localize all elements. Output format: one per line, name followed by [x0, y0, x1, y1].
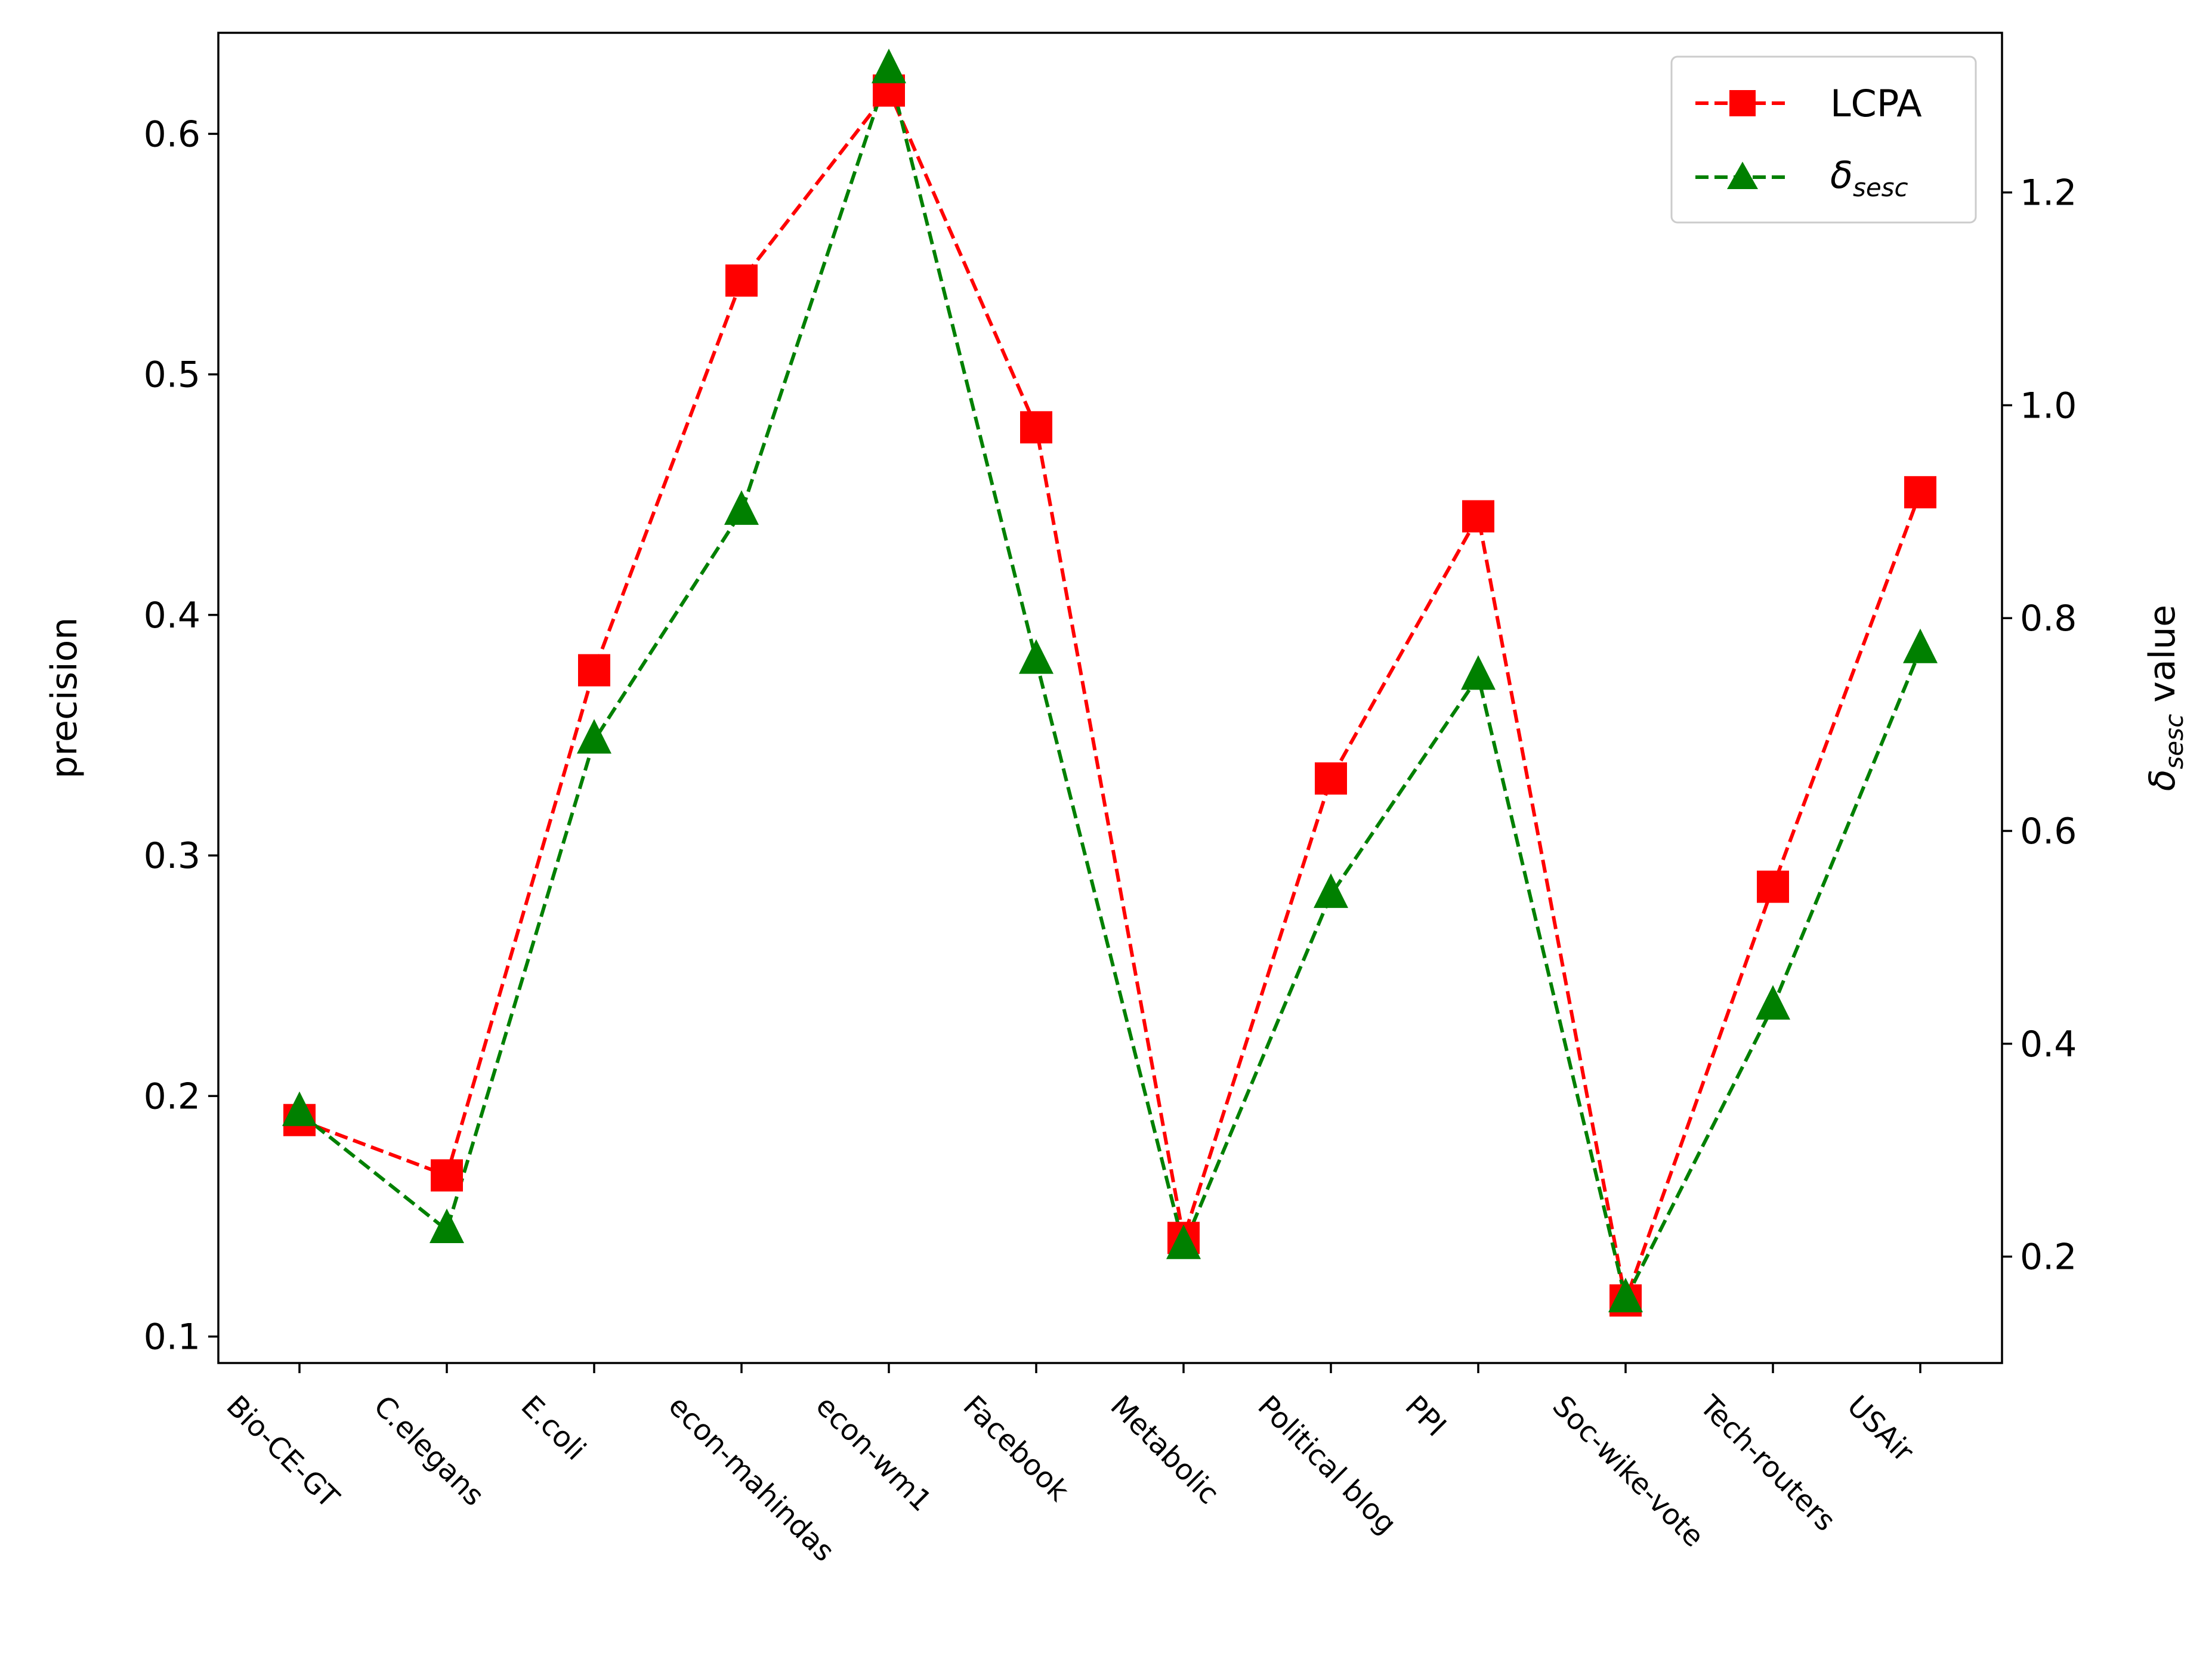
right-y-tick-label-0: 0.2: [2020, 1237, 2077, 1278]
left-y-tick-label-1: 0.2: [144, 1075, 200, 1117]
marker-lcpa-c-elegans: [431, 1159, 463, 1192]
right-y-tick-label-2: 0.6: [2020, 811, 2077, 852]
right-y-tick-label-5: 1.2: [2020, 172, 2077, 214]
legend: LCPA δsesc: [1670, 55, 1977, 224]
right-y-axis: 0.2 0.4 0.6 0.8 1.0 1.2: [2002, 172, 2077, 1278]
marker-lcpa-facebook: [1020, 411, 1052, 444]
right-axis-label: δsesc value: [2142, 605, 2189, 791]
right-y-tick-label-4: 1.0: [2020, 385, 2077, 427]
marker-delta-sesc-political-blog: [1314, 873, 1348, 908]
series-line-lcpa: [298, 86, 1922, 1308]
legend-lcpa-label: LCPA: [1830, 82, 1922, 125]
legend-lcpa-marker: [1729, 90, 1756, 116]
series-line-delta-sesc: [298, 63, 1922, 1305]
legend-delta-subscript: sesc: [1853, 173, 1908, 202]
marker-lcpa-ppi: [1462, 500, 1494, 533]
left-y-tick-label-5: 0.6: [144, 113, 200, 155]
right-y-tick-label-1: 0.4: [2020, 1024, 2077, 1065]
left-y-tick-label-0: 0.1: [144, 1316, 200, 1358]
plot-markers: [282, 48, 1938, 1317]
marker-delta-sesc-econ-mahindas: [724, 490, 759, 525]
marker-delta-sesc-tech-routers: [1756, 985, 1790, 1020]
marker-delta-sesc-econ-wm1: [872, 48, 906, 84]
marker-delta-sesc-ppi: [1461, 655, 1496, 690]
right-axis-label-suffix: value: [2142, 605, 2183, 714]
marker-delta-sesc-metabolic: [1166, 1224, 1201, 1259]
legend-delta-label: δsesc: [1830, 153, 1908, 202]
left-y-tick-label-4: 0.5: [144, 354, 200, 396]
right-y-tick-label-3: 0.8: [2020, 598, 2077, 639]
marker-delta-sesc-c-elegans: [430, 1209, 464, 1244]
marker-delta-sesc-e-coli: [577, 719, 611, 754]
right-axis-label-symbol: δ: [2142, 769, 2183, 791]
left-axis-label: precision: [44, 617, 85, 779]
marker-delta-sesc-facebook: [1019, 639, 1054, 674]
left-y-tick-label-2: 0.3: [144, 835, 200, 877]
marker-lcpa-political-blog: [1315, 762, 1347, 795]
marker-lcpa-tech-routers: [1757, 870, 1789, 903]
plot-lines: [298, 63, 1922, 1308]
left-y-tick-label-3: 0.4: [144, 595, 200, 636]
marker-delta-sesc-soc-wike-vote: [1608, 1278, 1643, 1312]
marker-lcpa-e-coli: [578, 654, 610, 687]
legend-frame: [1670, 55, 1977, 224]
marker-delta-sesc-bio-ce-gt: [282, 1091, 317, 1126]
legend-delta-symbol: δ: [1830, 153, 1853, 197]
marker-lcpa-econ-mahindas: [725, 264, 758, 297]
plot-frame: [217, 32, 2003, 1364]
marker-delta-sesc-usair: [1903, 628, 1938, 663]
left-y-axis: 0.1 0.2 0.3 0.4 0.5 0.6: [144, 113, 218, 1358]
marker-lcpa-usair: [1904, 476, 1936, 509]
right-axis-label-subscript: sesc: [2160, 714, 2189, 769]
legend-delta-marker: [1727, 162, 1758, 189]
